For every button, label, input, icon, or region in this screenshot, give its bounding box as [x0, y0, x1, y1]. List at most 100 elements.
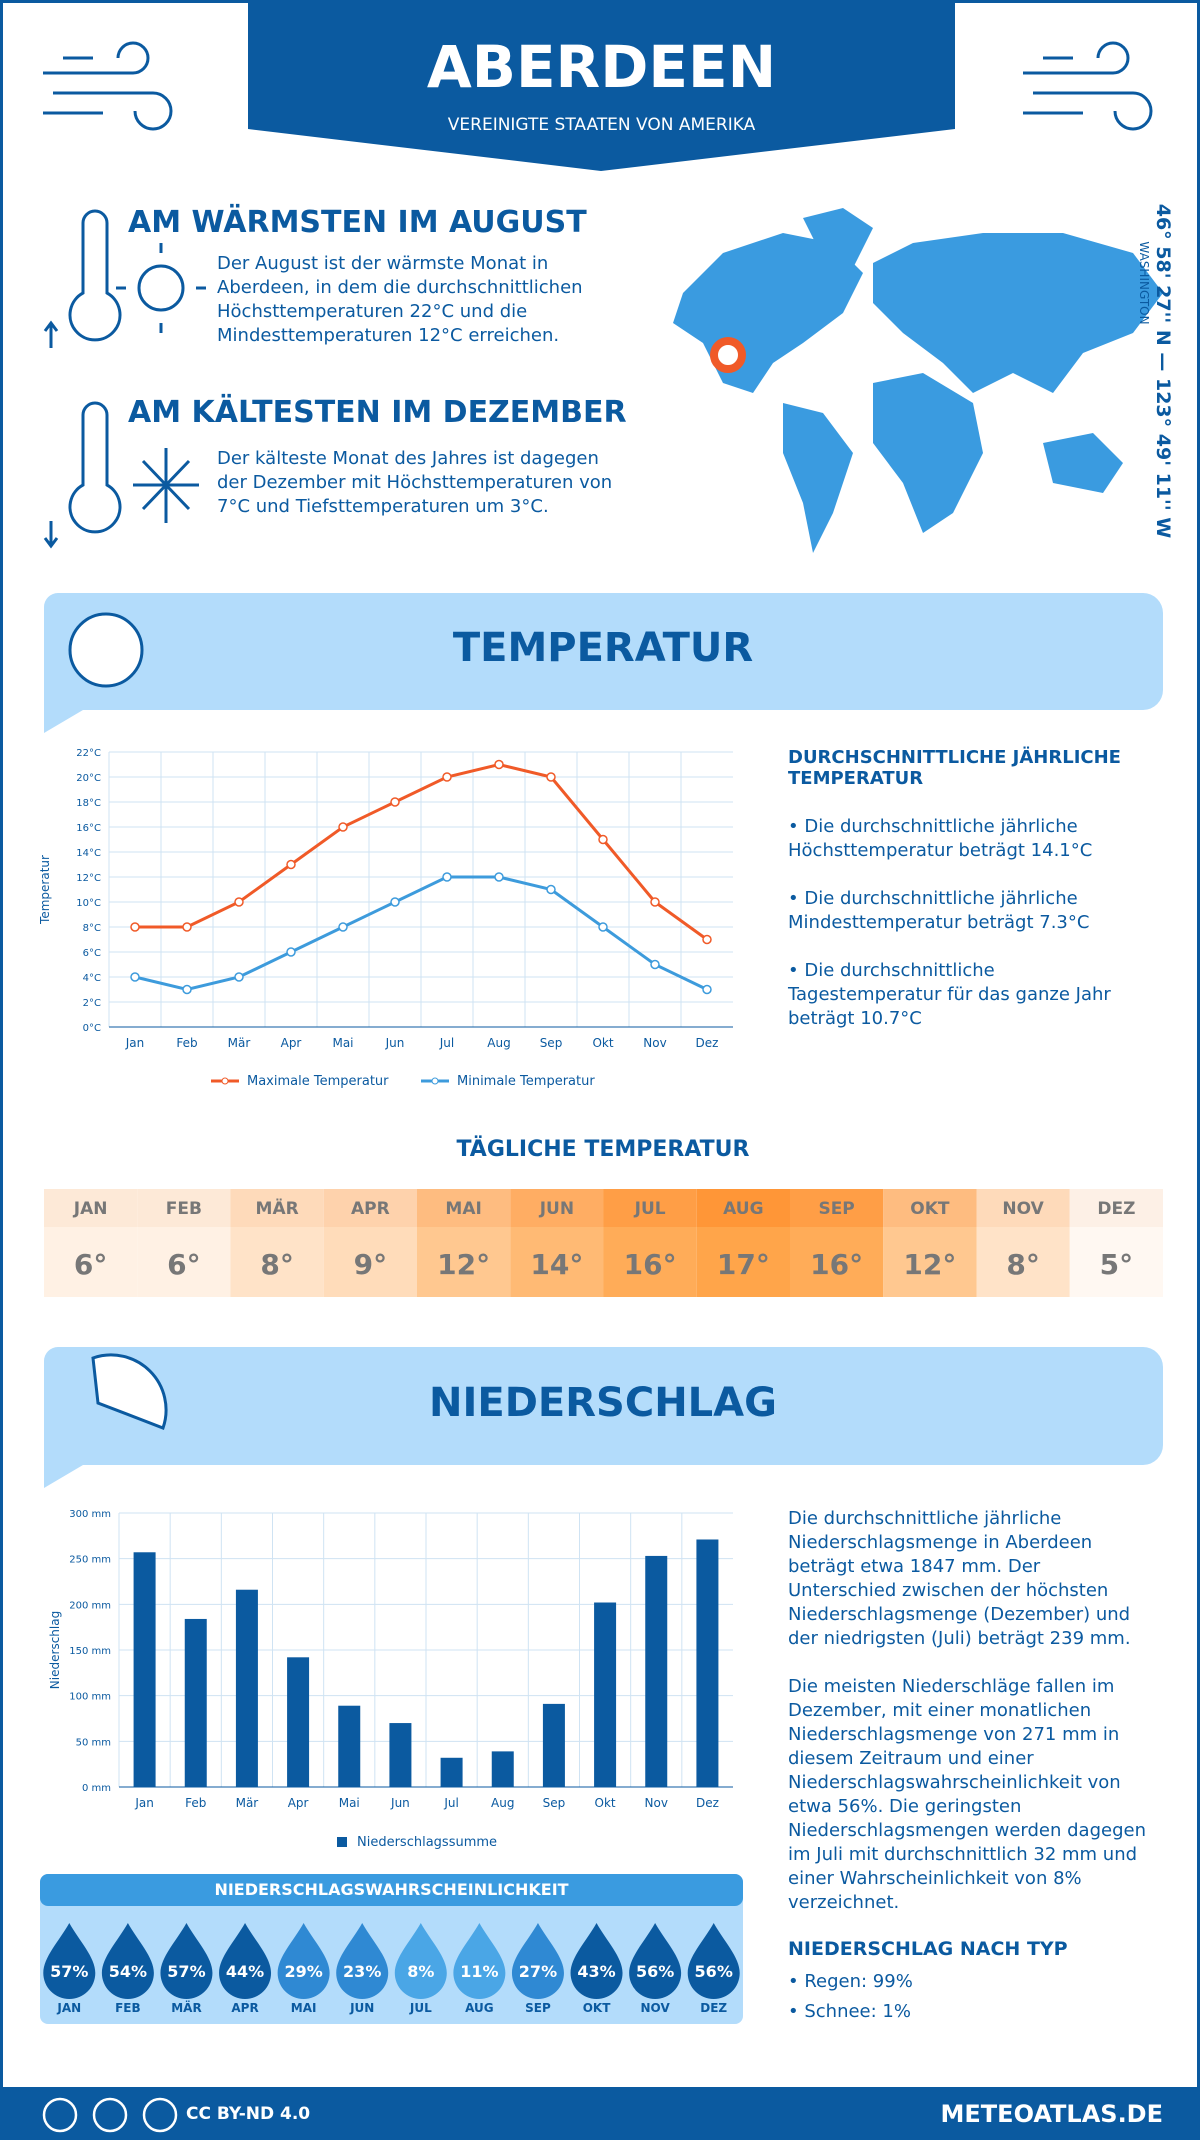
probability-label: 27%: [519, 1962, 557, 1981]
header-banner: [248, 3, 955, 171]
temp-cell: [1069, 1227, 1163, 1297]
month-label: FEB: [166, 1199, 202, 1219]
probability-label: 23%: [343, 1962, 381, 1981]
point: [234, 972, 244, 982]
x-tick-label: Okt: [592, 1036, 613, 1050]
point: [130, 972, 140, 982]
drop: [511, 1923, 564, 2000]
world-map: [673, 208, 1163, 553]
daily-title: TÄGLICHE TEMPERATUR: [456, 1137, 750, 1162]
y-tick-label: 14°C: [76, 848, 101, 859]
license: CC BY-ND 4.0: [186, 2104, 311, 2124]
y-tick-label: 300 mm: [69, 1509, 111, 1520]
umbrella-icon: [91, 1353, 168, 1430]
legend-swatch: [431, 1077, 439, 1085]
y-tick-label: 250 mm: [69, 1555, 111, 1566]
month-header-cell: [230, 1189, 324, 1227]
temp-label: 8°: [1006, 1248, 1039, 1281]
x-tick-label: Dez: [696, 1796, 719, 1810]
bar: [389, 1723, 412, 1787]
temp-label: 6°: [167, 1248, 200, 1281]
y-axis-label: Temperatur: [38, 855, 52, 925]
drop: [687, 1923, 740, 2000]
region: WASHINGTON: [1137, 241, 1151, 325]
point: [650, 897, 660, 907]
temp-label: 16°: [624, 1248, 677, 1281]
point: [130, 922, 140, 932]
bar: [696, 1539, 719, 1787]
bar: [491, 1751, 514, 1787]
coldest-title: AM KÄLTESTEN IM DEZEMBER: [128, 395, 627, 430]
drop: [394, 1923, 447, 2000]
warmest-title: AM WÄRMSTEN IM AUGUST: [128, 205, 587, 240]
probability-month: NOV: [641, 2001, 671, 2015]
point: [442, 772, 452, 782]
x-tick-label: Nov: [643, 1036, 666, 1050]
point: [598, 834, 608, 845]
x-tick-label: Jul: [443, 1796, 458, 1810]
x-tick-label: Jan: [125, 1036, 145, 1050]
x-tick-label: Jun: [390, 1796, 410, 1810]
x-tick-label: Okt: [595, 1796, 616, 1810]
x-tick-label: Jun: [385, 1036, 405, 1050]
month-label: APR: [351, 1199, 390, 1219]
point: [442, 872, 452, 882]
point: [286, 947, 296, 957]
x-tick-label: Apr: [288, 1796, 309, 1810]
probability-month: SEP: [525, 2001, 551, 2015]
point: [182, 922, 192, 932]
x-tick-label: Sep: [543, 1796, 566, 1810]
legend-label: Niederschlagssumme: [357, 1835, 497, 1850]
y-axis-label: Niederschlag: [48, 1611, 62, 1689]
x-tick-label: Mär: [228, 1036, 251, 1050]
probability-box: [40, 1874, 743, 2024]
probability-label: 11%: [460, 1962, 498, 1981]
point: [182, 984, 192, 995]
temp-cell: [417, 1227, 511, 1297]
x-tick-label: Nov: [645, 1796, 668, 1810]
point: [494, 759, 504, 770]
location-marker: [710, 337, 746, 373]
month-header-cell: [603, 1189, 697, 1227]
y-tick-label: 0 mm: [82, 1783, 111, 1794]
temp-cell: [510, 1227, 604, 1297]
y-tick-label: 4°C: [83, 973, 101, 984]
probability-month: AUG: [465, 2001, 494, 2015]
x-tick-label: Mär: [236, 1796, 259, 1810]
x-tick-label: Mai: [332, 1036, 353, 1050]
precip-title: NIEDERSCHLAG: [429, 1380, 777, 1426]
annual-title: DURCHSCHNITTLICHE JÄHRLICHE TEMPERATUR: [788, 747, 1121, 789]
probability-label: 54%: [109, 1962, 147, 1981]
x-tick-label: Feb: [176, 1036, 197, 1050]
month-header-cell: [976, 1189, 1070, 1227]
point: [338, 822, 348, 832]
legend-swatch: [337, 1837, 347, 1847]
temp-cell: [323, 1227, 417, 1297]
y-tick-label: 200 mm: [69, 1600, 111, 1611]
y-tick-label: 10°C: [76, 898, 101, 909]
month-header-cell: [137, 1189, 231, 1227]
month-header-cell: [790, 1189, 884, 1227]
drop: [453, 1923, 506, 2000]
y-tick-label: 18°C: [76, 798, 101, 809]
bar: [287, 1657, 310, 1787]
month-label: JAN: [73, 1199, 108, 1219]
temp-cell: [137, 1227, 231, 1297]
temp-label: 9°: [354, 1248, 387, 1281]
probability-title: NIEDERSCHLAGSWAHRSCHEINLICHKEIT: [214, 1880, 569, 1899]
x-tick-label: Aug: [491, 1796, 514, 1810]
precip-banner: [44, 1347, 1163, 1488]
probability-month: JAN: [56, 2001, 81, 2015]
legend-label: Maximale Temperatur: [247, 1074, 389, 1089]
temp-cell: [230, 1227, 324, 1297]
probability-month: APR: [231, 2001, 258, 2015]
probability-month: MAI: [291, 2001, 317, 2015]
x-tick-label: Sep: [540, 1036, 563, 1050]
bar: [542, 1703, 565, 1787]
drop: [160, 1923, 213, 1999]
x-tick-label: Jan: [134, 1796, 154, 1810]
probability-label: 56%: [636, 1962, 674, 1981]
probability-label: 57%: [167, 1962, 205, 1981]
country: VEREINIGTE STAATEN VON AMERIKA: [447, 115, 756, 135]
